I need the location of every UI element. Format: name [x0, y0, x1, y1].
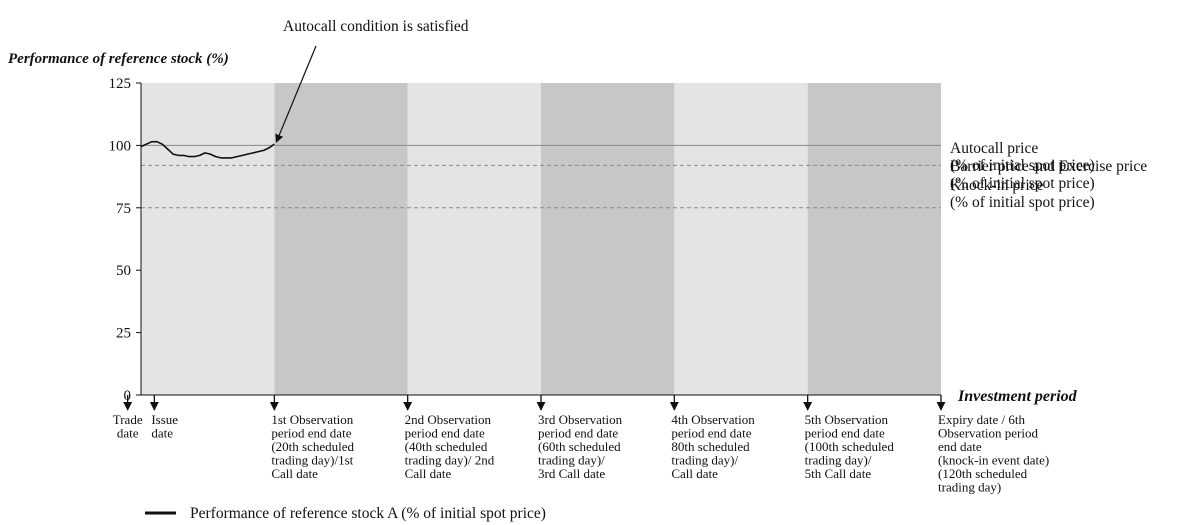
event-label-5: 3rd Observation period end date (60th sche… [538, 412, 623, 481]
x-event-markers: Trade date Issue date 1st Observation period … [113, 395, 1049, 495]
annotation-text-1: Autocall condition is satisfied [283, 18, 469, 35]
band-5 [674, 83, 808, 395]
observation-period-bands [141, 83, 941, 395]
band-1 [141, 83, 275, 395]
legend-label-1: Performance of reference stock A (% of i… [190, 505, 546, 522]
event-label-6: 4th Observation period end date 80th sched… [671, 412, 755, 481]
legend: Performance of reference stock A (% of i… [145, 505, 546, 522]
ref-label-92: Barrier price and Exercise price (% of in… [950, 158, 1147, 192]
event-label-4: 2nd Observation period end date (40th sche… [405, 412, 495, 481]
event-label-7: 5th Observation period end date (100th sch… [805, 412, 895, 481]
y-tick-label-75: 75 [116, 201, 131, 217]
band-4 [541, 83, 675, 395]
series-layer [140, 140, 275, 159]
y-axis-ticks: 0255075100125 [109, 76, 141, 404]
ref-label-75: Knock-in price (% of initial spot price) [950, 177, 1095, 211]
annotation-arrow-1 [275, 45, 317, 143]
y-tick-label-100: 100 [109, 138, 132, 154]
band-6 [807, 83, 941, 395]
y-tick-label-50: 50 [116, 263, 131, 279]
reference-lines: Autocall price (% of initial spot price)B… [141, 140, 1147, 211]
event-label-1: Trade date [113, 412, 143, 441]
y-tick-label-125: 125 [109, 76, 132, 92]
y-axis-label: Performance of reference stock (%) [8, 51, 229, 67]
series-line-1 [140, 140, 275, 159]
band-3 [407, 83, 541, 395]
ref-label-100: Autocall price (% of initial spot price) [950, 140, 1095, 174]
y-tick-label-25: 25 [116, 326, 131, 342]
event-label-3: 1st Observation period end date (20th sche… [271, 412, 354, 481]
x-axis-label: Investment period [957, 388, 1078, 405]
band-2 [274, 83, 408, 395]
annotations: Autocall condition is satisfied [275, 18, 469, 143]
event-label-2: Issue date [151, 412, 178, 441]
event-label-8: Expiry date / 6th Observation period end d… [938, 412, 1049, 495]
